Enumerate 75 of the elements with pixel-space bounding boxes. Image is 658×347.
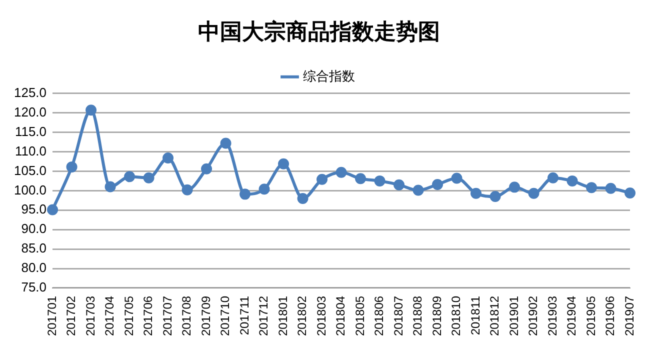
point (182, 184, 193, 196)
x-tick-label: 201712 (256, 296, 271, 336)
x-tick-label: 201701 (44, 296, 59, 336)
point (412, 184, 424, 196)
y-tick-label: 105.0 (14, 162, 47, 178)
point (605, 182, 616, 194)
y-tick-label: 90.0 (21, 221, 47, 236)
point (470, 188, 482, 199)
y-tick-label: 80.0 (21, 260, 47, 276)
x-tick-label: 201707 (160, 296, 174, 336)
y-tick-label: 100.0 (14, 182, 47, 198)
y-tick-label: 125.0 (14, 84, 47, 100)
point (490, 191, 501, 202)
point (258, 184, 270, 195)
y-tick-label: 95.0 (21, 202, 47, 217)
legend-label: 综合指数 (302, 69, 355, 84)
x-tick-label: 201804 (334, 296, 348, 336)
y-tick-label: 85.0 (21, 240, 47, 256)
point (297, 192, 308, 204)
x-tick-label: 201802 (295, 296, 310, 336)
x-tick-label: 201706 (141, 296, 156, 336)
point (432, 178, 444, 190)
point (201, 163, 212, 174)
point (451, 172, 462, 184)
point (220, 138, 232, 149)
x-tick-label: 201805 (352, 296, 367, 336)
point (278, 158, 290, 170)
x-tick-label: 201803 (314, 296, 328, 336)
point (47, 204, 58, 216)
x-tick-label: 201808 (410, 296, 425, 336)
y-tick-label: 110.0 (14, 143, 47, 158)
point (509, 182, 520, 193)
x-tick-label: 201810 (449, 296, 464, 336)
x-tick-label: 201708 (180, 296, 194, 336)
y-tick-label: 75.0 (21, 280, 47, 295)
y-tick-label: 115.0 (14, 124, 47, 139)
x-tick-label: 201702 (64, 296, 78, 336)
point (86, 104, 97, 116)
x-tick-label: 201711 (237, 296, 252, 336)
point (355, 173, 366, 184)
x-tick-label: 201904 (564, 296, 579, 336)
point (336, 166, 347, 178)
point (586, 182, 597, 194)
x-tick-label: 201806 (372, 296, 386, 336)
x-tick-label: 201703 (83, 296, 98, 336)
x-tick-label: 201710 (218, 296, 232, 336)
x-tick-label: 201811 (468, 296, 482, 336)
point (240, 188, 251, 200)
y-tick-label: 120.0 (14, 104, 47, 120)
x-tick-label: 201901 (506, 296, 521, 336)
point (124, 171, 136, 182)
point (143, 172, 154, 184)
point (624, 188, 636, 199)
point (394, 179, 405, 190)
point (162, 152, 174, 164)
x-tick-label: 201907 (622, 296, 636, 336)
point (316, 174, 328, 185)
point (66, 161, 78, 172)
x-tick-label: 201903 (545, 296, 560, 336)
x-tick-label: 201902 (526, 296, 540, 336)
x-tick-label: 201906 (603, 296, 618, 336)
x-tick-label: 201705 (122, 296, 136, 336)
x-tick-label: 201809 (430, 296, 444, 336)
x-tick-label: 201704 (102, 296, 117, 336)
x-tick-label: 201709 (198, 296, 213, 336)
point (104, 181, 116, 192)
point (528, 188, 540, 199)
x-tick-label: 201812 (488, 296, 502, 336)
point (566, 175, 578, 186)
x-tick-label: 201801 (276, 296, 290, 336)
x-tick-label: 201807 (391, 296, 406, 336)
chart-title: 中国大宗商品指数走势图 (198, 18, 440, 45)
point (374, 175, 386, 186)
x-tick-label: 201905 (584, 296, 598, 336)
point (548, 172, 559, 184)
